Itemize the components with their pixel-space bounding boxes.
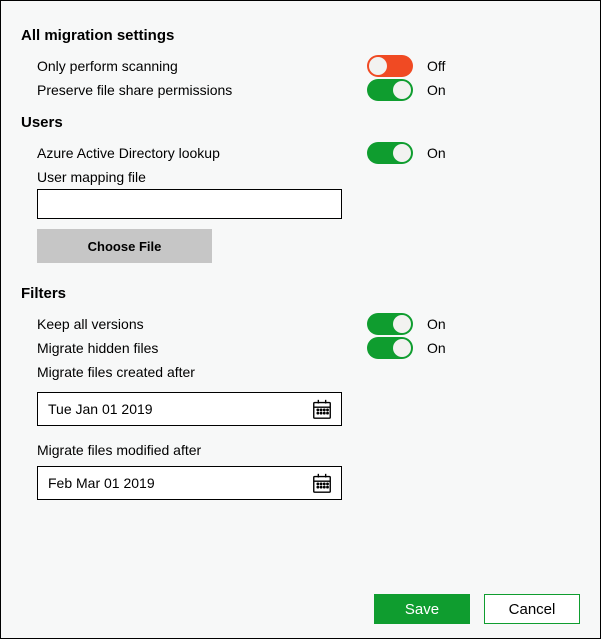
toggle-aad-lookup-state: On — [427, 145, 446, 161]
choose-file-button[interactable]: Choose File — [37, 229, 212, 263]
row-mapping-label: User mapping file — [37, 165, 580, 189]
label-modified-after: Migrate files modified after — [37, 442, 580, 458]
row-aad-lookup: Azure Active Directory lookup On — [37, 141, 580, 165]
label-created-after: Migrate files created after — [37, 364, 367, 380]
row-preserve-perms: Preserve file share permissions On — [37, 78, 580, 102]
toggle-keep-versions[interactable] — [367, 313, 413, 335]
created-after-value: Tue Jan 01 2019 — [48, 401, 311, 417]
section-all-body: Only perform scanning Off Preserve file … — [37, 54, 580, 102]
toggle-only-scanning-state: Off — [427, 58, 445, 74]
label-user-mapping-file: User mapping file — [37, 169, 367, 185]
toggle-aad-lookup[interactable] — [367, 142, 413, 164]
calendar-icon — [311, 472, 333, 494]
save-button[interactable]: Save — [374, 594, 470, 624]
toggle-preserve-perms[interactable] — [367, 79, 413, 101]
row-keep-versions: Keep all versions On — [37, 312, 580, 336]
row-only-scanning: Only perform scanning Off — [37, 54, 580, 78]
button-bar: Save Cancel — [374, 594, 580, 624]
label-keep-versions: Keep all versions — [37, 316, 367, 332]
label-aad-lookup: Azure Active Directory lookup — [37, 145, 367, 161]
calendar-icon — [311, 398, 333, 420]
section-users-body: Azure Active Directory lookup On User ma… — [37, 141, 580, 263]
section-filters-body: Keep all versions On Migrate hidden file… — [37, 312, 580, 500]
toggle-keep-versions-state: On — [427, 316, 446, 332]
label-migrate-hidden: Migrate hidden files — [37, 340, 367, 356]
label-only-scanning: Only perform scanning — [37, 58, 367, 74]
user-mapping-file-input[interactable] — [37, 189, 342, 219]
toggle-migrate-hidden-state: On — [427, 340, 446, 356]
row-migrate-hidden: Migrate hidden files On — [37, 336, 580, 360]
created-after-date-field[interactable]: Tue Jan 01 2019 — [37, 392, 342, 426]
section-title-all: All migration settings — [21, 27, 580, 44]
toggle-migrate-hidden[interactable] — [367, 337, 413, 359]
modified-after-date-field[interactable]: Feb Mar 01 2019 — [37, 466, 342, 500]
toggle-preserve-perms-state: On — [427, 82, 446, 98]
cancel-button[interactable]: Cancel — [484, 594, 580, 624]
label-preserve-perms: Preserve file share permissions — [37, 82, 367, 98]
modified-after-value: Feb Mar 01 2019 — [48, 475, 311, 491]
section-title-filters: Filters — [21, 285, 580, 302]
toggle-only-scanning[interactable] — [367, 55, 413, 77]
section-title-users: Users — [21, 114, 580, 131]
row-created-after-label: Migrate files created after — [37, 360, 580, 384]
migration-settings-panel: All migration settings Only perform scan… — [0, 0, 601, 639]
